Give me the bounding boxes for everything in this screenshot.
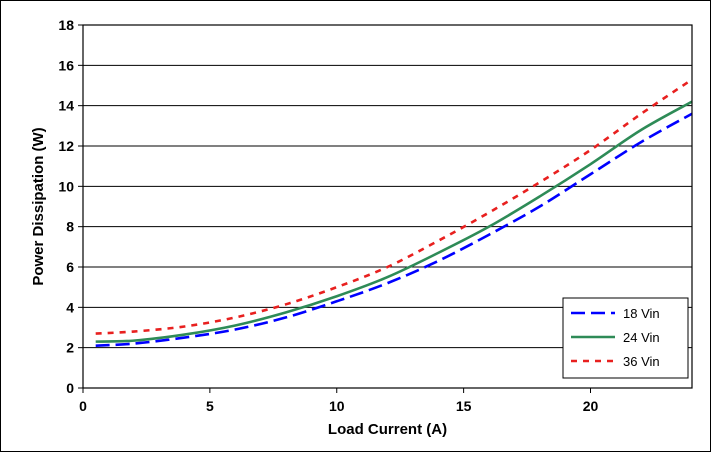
series-line-3 (95, 78, 693, 335)
y-tick-label-16: 16 (58, 57, 74, 73)
y-tick-label-4: 4 (66, 299, 74, 315)
series-line-2 (95, 100, 693, 343)
legend: 18 Vin 24 Vin 36 Vin (562, 297, 689, 379)
series-lines (95, 78, 693, 347)
y-tick-label-0: 0 (66, 380, 74, 396)
x-tick-label-20: 20 (583, 398, 599, 414)
legend-label-1: 18 Vin (623, 306, 660, 321)
x-tick-label-0: 0 (79, 398, 87, 414)
y-axis-label: Power Dissipation (W) (30, 127, 47, 285)
y-tick-label-12: 12 (58, 138, 74, 154)
y-tick-label-10: 10 (58, 178, 74, 194)
series-line-1 (95, 112, 693, 347)
legend-label-2: 24 Vin (623, 330, 660, 345)
legend-label-3: 36 Vin (623, 354, 660, 369)
y-tick-label-8: 8 (66, 219, 74, 235)
x-tick-label-10: 10 (329, 398, 345, 414)
y-tick-label-6: 6 (66, 259, 74, 275)
y-tick-label-14: 14 (58, 98, 74, 114)
x-tick-label-15: 15 (456, 398, 472, 414)
x-tick-label-5: 5 (206, 398, 214, 414)
axis-ticks: 0 2 4 6 8 10 12 14 16 18 0 5 10 15 20 (58, 17, 598, 414)
y-tick-label-18: 18 (58, 17, 74, 33)
y-tick-label-2: 2 (66, 340, 74, 356)
plot-area-border (82, 24, 693, 389)
x-axis-label: Load Current (A) (328, 421, 447, 438)
